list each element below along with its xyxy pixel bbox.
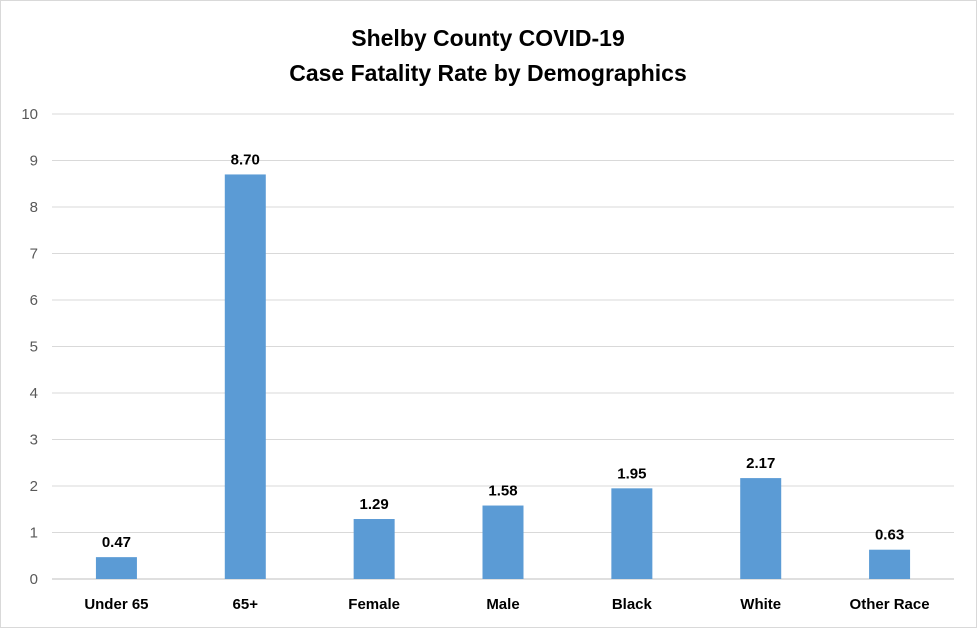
x-tick-label: Other Race [850,596,930,613]
data-label: 8.70 [231,151,260,168]
bar-female [353,519,395,579]
y-tick-label: 6 [30,292,38,309]
bar-black [611,488,653,579]
chart-title-line-2: Case Fatality Rate by Demographics [289,60,687,86]
x-axis-ticks: Under 65 65+ Female Male Black White Other Rac… [84,596,929,613]
chart-title-line-1: Shelby County COVID-19 [351,25,624,51]
x-tick-label: Black [612,596,653,613]
x-tick-label: White [740,596,781,613]
y-tick-label: 4 [30,385,38,402]
y-tick-label: 7 [30,246,38,263]
bar-65- [224,174,266,579]
bar-white [740,478,782,579]
bar-other-race [869,549,911,579]
data-label: 2.17 [746,455,775,472]
y-tick-label: 2 [30,478,38,495]
data-label: 0.47 [102,534,131,551]
y-tick-label: 0 [30,571,38,588]
y-tick-label: 9 [30,153,38,170]
x-tick-label: Under 65 [84,596,148,613]
x-tick-label: Male [486,596,519,613]
y-tick-label: 1 [30,525,38,542]
bars [95,174,911,579]
data-label: 0.63 [875,527,904,544]
x-tick-label: Female [348,596,400,613]
bar-male [482,505,524,579]
y-tick-label: 3 [30,432,38,449]
data-label: 1.58 [488,483,517,500]
data-label: 1.29 [360,496,389,513]
y-tick-label: 10 [21,106,38,123]
data-labels: 0.47 8.70 1.29 1.58 1.95 2.17 0.63 [102,151,904,551]
gridlines [52,113,954,580]
y-tick-label: 8 [30,199,38,216]
y-tick-label: 5 [30,339,38,356]
data-label: 1.95 [617,465,646,482]
x-tick-label: 65+ [233,596,259,613]
y-axis-ticks: 0 1 2 3 4 5 6 7 8 9 10 [21,106,38,588]
bar-under-65 [95,557,137,579]
